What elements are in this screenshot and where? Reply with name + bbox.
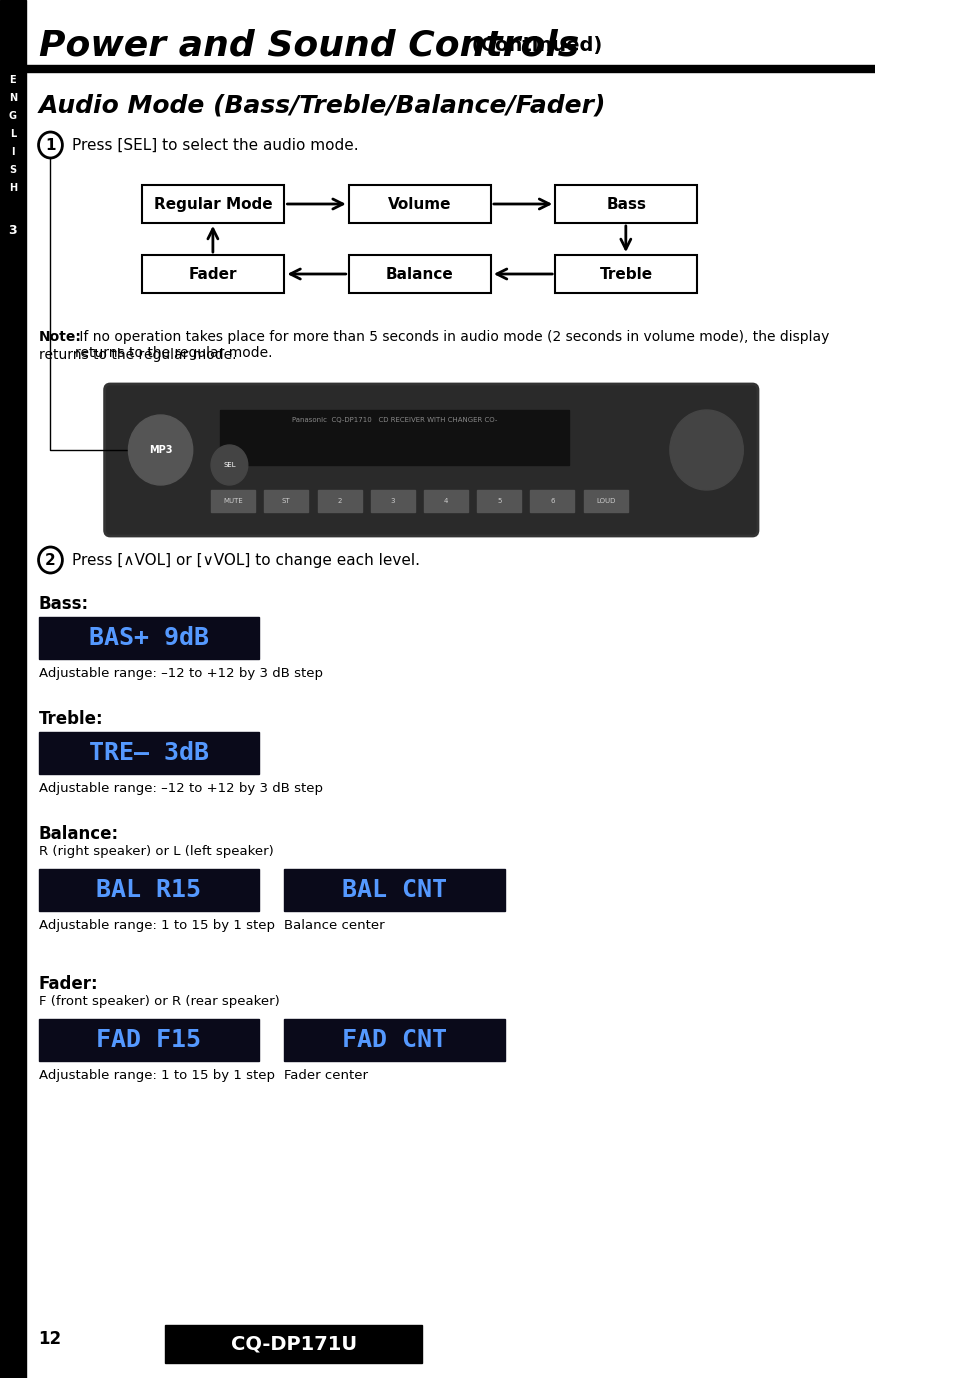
Text: G: G [9,112,17,121]
Text: 1: 1 [45,138,55,153]
Text: Balance:: Balance: [38,825,118,843]
Bar [317,491,361,513]
Text: BAL R15: BAL R15 [96,878,201,903]
Text: Adjustable range: –12 to +12 by 3 dB step: Adjustable range: –12 to +12 by 3 dB ste… [38,781,322,795]
FancyBboxPatch shape [105,384,758,536]
Bar [38,617,258,659]
Text: Treble: Treble [599,266,652,281]
Text: 6: 6 [550,497,554,504]
FancyBboxPatch shape [555,255,697,294]
Text: Press [SEL] to select the audio mode.: Press [SEL] to select the audio mode. [71,138,357,153]
Circle shape [38,132,62,158]
Text: MP3: MP3 [149,445,172,455]
FancyBboxPatch shape [349,255,491,294]
Text: Panasonic  CQ-DP1710   CD RECEIVER WITH CHANGER CO-: Panasonic CQ-DP1710 CD RECEIVER WITH CHA… [292,418,497,423]
Text: Audio Mode (Bass/Treble/Balance/Fader): Audio Mode (Bass/Treble/Balance/Fader) [38,92,605,117]
Text: Volume: Volume [388,197,451,211]
Text: Treble:: Treble: [38,710,103,728]
Text: 4: 4 [443,497,448,504]
Bar [211,491,254,513]
Text: N: N [9,92,17,103]
Text: H: H [9,183,17,193]
Bar [583,491,627,513]
Text: TRE– 3dB: TRE– 3dB [89,741,209,765]
Bar [530,491,574,513]
Text: 12: 12 [38,1330,62,1348]
FancyBboxPatch shape [142,255,284,294]
Text: LOUD: LOUD [596,497,615,504]
Text: Adjustable range: 1 to 15 by 1 step: Adjustable range: 1 to 15 by 1 step [38,1069,274,1082]
Text: Bass:: Bass: [38,595,89,613]
Text: ST: ST [282,497,291,504]
Text: returns to the regular mode.: returns to the regular mode. [38,349,235,362]
Text: BAL CNT: BAL CNT [342,878,447,903]
Bar [284,870,504,911]
Bar [26,65,875,72]
Text: SEL: SEL [223,462,235,469]
Text: Power and Sound Controls: Power and Sound Controls [38,28,578,62]
Text: FAD F15: FAD F15 [96,1028,201,1051]
Text: I: I [11,147,14,157]
Text: If no operation takes place for more than 5 seconds in audio mode (2 seconds in : If no operation takes place for more tha… [75,329,829,360]
Text: Fader: Fader [189,266,237,281]
Bar [165,1326,421,1363]
Circle shape [38,547,62,573]
FancyBboxPatch shape [142,185,284,223]
Text: FAD CNT: FAD CNT [342,1028,447,1051]
Circle shape [669,411,742,491]
Text: Balance: Balance [386,266,454,281]
Text: 3: 3 [390,497,395,504]
Text: Bass: Bass [606,197,645,211]
Text: BAS+ 9dB: BAS+ 9dB [89,626,209,650]
Bar [38,870,258,911]
Bar [38,732,258,774]
Text: 5: 5 [497,497,501,504]
Text: E: E [10,74,16,85]
Text: Adjustable range: –12 to +12 by 3 dB step: Adjustable range: –12 to +12 by 3 dB ste… [38,667,322,679]
Text: Regular Mode: Regular Mode [153,197,273,211]
Text: MUTE: MUTE [223,497,243,504]
Text: F (front speaker) or R (rear speaker): F (front speaker) or R (rear speaker) [38,995,279,1007]
Circle shape [211,445,248,485]
FancyBboxPatch shape [555,185,697,223]
Text: Note:: Note: [38,329,81,344]
Text: Fader:: Fader: [38,976,98,994]
Bar [38,1018,258,1061]
Text: Fader center: Fader center [284,1069,368,1082]
Text: S: S [10,165,16,175]
Text: Adjustable range: 1 to 15 by 1 step: Adjustable range: 1 to 15 by 1 step [38,919,274,932]
Text: 2: 2 [45,553,56,568]
Text: Balance center: Balance center [284,919,385,932]
Text: L: L [10,130,16,139]
Circle shape [129,415,193,485]
Bar [423,491,468,513]
Bar [371,491,415,513]
Text: R (right speaker) or L (left speaker): R (right speaker) or L (left speaker) [38,845,273,858]
Text: (Continued): (Continued) [465,36,602,55]
Bar [0,0,26,1378]
Bar [220,411,568,464]
Bar [264,491,308,513]
Text: 2: 2 [337,497,341,504]
Text: 3: 3 [9,223,17,237]
Text: CQ-DP171U: CQ-DP171U [231,1334,356,1353]
Text: Press [∧VOL] or [∨VOL] to change each level.: Press [∧VOL] or [∨VOL] to change each le… [71,553,419,568]
FancyBboxPatch shape [349,185,491,223]
Bar [476,491,520,513]
Bar [284,1018,504,1061]
